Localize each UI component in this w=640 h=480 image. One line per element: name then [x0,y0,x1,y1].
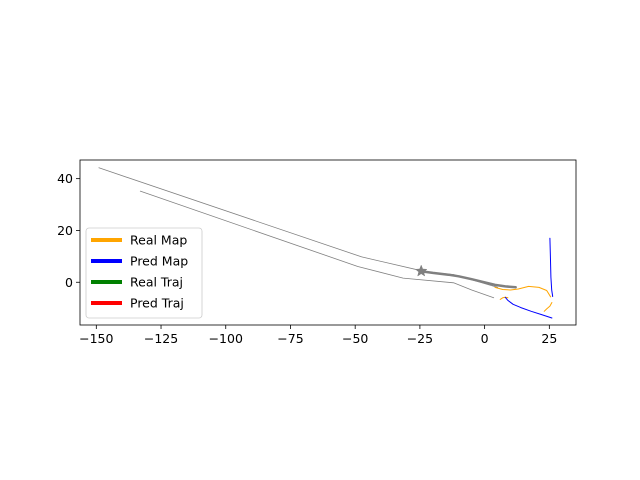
x-tick-label: 0 [481,331,489,346]
legend-label: Real Traj [130,275,183,290]
legend-label: Pred Map [130,254,188,269]
legend-box [85,227,203,319]
series-line-3 [494,285,552,298]
x-tick-label: −125 [144,331,178,346]
series-line-7 [504,296,553,319]
x-axis: −150 −125 −100 −75 −50 −25 0 25 [79,325,557,346]
x-tick-label: −25 [407,331,433,346]
x-tick-label: 25 [541,331,557,346]
y-axis: 0 20 40 [57,171,80,290]
y-tick-label: 20 [57,223,73,238]
series-line-5 [499,296,509,300]
star-marker-0 [414,264,428,277]
x-tick-label: −50 [342,331,368,346]
legend-label: Pred Traj [130,296,184,311]
legend: Real Map Pred Map Real Traj Pred Traj [85,227,203,319]
series-line-2 [418,269,517,289]
series-line-1 [139,190,495,299]
legend-label: Real Map [130,233,187,248]
series-line-4 [543,302,553,312]
x-tick-label: −150 [79,331,113,346]
series-line-6 [549,237,554,297]
y-tick-label: 40 [57,171,73,186]
x-tick-label: −100 [209,331,243,346]
plot-frame [79,159,577,326]
x-tick-label: −75 [277,331,303,346]
y-tick-label: 0 [65,275,73,290]
series-layer [98,167,554,319]
marker-layer [414,264,428,277]
